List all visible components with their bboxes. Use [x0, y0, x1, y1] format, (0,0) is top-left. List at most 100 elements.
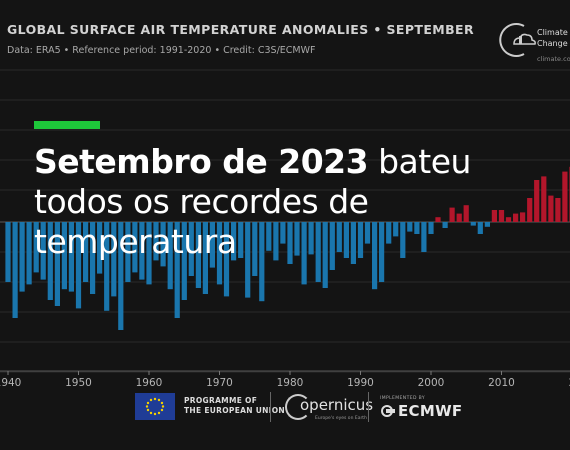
bar-2002 [442, 222, 448, 228]
bar-1945 [40, 222, 46, 280]
chart-grid [0, 69, 570, 373]
bar-1977 [266, 222, 272, 251]
bar-2013 [520, 212, 526, 222]
bar-2018 [555, 198, 561, 222]
headline-bold: Setembro de 2023 [34, 142, 369, 181]
x-tick-label: 1980 [277, 377, 304, 389]
bar-1991 [364, 222, 371, 244]
bar-1949 [68, 222, 74, 292]
bar-1956 [118, 222, 124, 330]
x-tick-label: 2 [569, 377, 570, 389]
footer-divider [368, 392, 369, 422]
ecmwf-logo-icon [381, 405, 395, 417]
bar-1941 [12, 222, 18, 318]
bar-2000 [428, 222, 434, 234]
bar-1973 [238, 222, 244, 258]
eu-label-line2: THE EUROPEAN UNION [184, 406, 286, 415]
bar-1955 [111, 222, 117, 297]
bar-1999 [421, 222, 427, 252]
x-tick-label: 1990 [347, 377, 374, 389]
bar-1951 [83, 222, 89, 282]
bar-1954 [104, 222, 110, 311]
bar-2010 [498, 210, 505, 222]
x-tick-label: 2000 [418, 377, 445, 389]
bar-1994 [386, 222, 392, 244]
bar-1997 [407, 222, 413, 232]
bar-1957 [125, 222, 131, 282]
bar-1995 [393, 222, 399, 237]
bar-1942 [19, 222, 25, 292]
bar-1983 [308, 222, 314, 255]
bar-2001 [435, 217, 441, 222]
chart-x-ticks: 1940 1950 1960 1970 1980 1990 2000 2010 2 [0, 371, 570, 389]
bar-1972 [231, 222, 237, 261]
copernicus-logo-icon [285, 394, 311, 420]
headline-accent-bar [34, 121, 100, 129]
bar-1940 [5, 222, 11, 282]
bar-1986 [329, 222, 335, 270]
bar-1943 [26, 222, 32, 285]
bar-1996 [400, 222, 406, 258]
bar-2011 [505, 217, 512, 222]
x-tick-label: 2010 [488, 377, 515, 389]
copernicus-tagline: Europe's eyes on Earth [315, 416, 367, 421]
x-tick-label: 1970 [206, 377, 233, 389]
bar-1988 [343, 222, 349, 258]
bar-2012 [513, 213, 519, 222]
bar-1971 [223, 222, 230, 297]
c3s-label-line2: Change S [537, 39, 570, 48]
bar-2007 [477, 222, 483, 234]
bar-1968 [202, 222, 208, 294]
bar-2014 [527, 198, 533, 222]
c3s-url: climate.co [537, 55, 570, 63]
eu-programme-label: PROGRAMME OF THE EUROPEAN UNION [184, 396, 285, 416]
bar-1958 [132, 222, 138, 273]
bar-1964 [174, 222, 180, 318]
bar-2003 [449, 207, 455, 222]
bar-1985 [322, 222, 328, 288]
c3s-label-line1: Climate [537, 28, 568, 37]
ecmwf-label: ECMWF [398, 402, 463, 420]
bar-1947 [54, 222, 60, 306]
bar-1984 [315, 222, 321, 282]
bar-1990 [357, 222, 364, 258]
x-tick-label: 1960 [136, 377, 163, 389]
chart-bars [5, 166, 570, 330]
headline-line3: temperatura [34, 222, 237, 261]
bar-2015 [534, 180, 540, 222]
bar-1974 [245, 222, 251, 298]
x-tick-label: 1950 [65, 377, 92, 389]
bar-1965 [181, 222, 187, 300]
bar-1982 [301, 222, 307, 285]
chart-subtitle: Data: ERA5 • Reference period: 1991-2020… [7, 45, 316, 56]
bar-1948 [61, 222, 67, 290]
bar-1952 [90, 222, 96, 294]
bar-1976 [259, 222, 265, 302]
bar-1981 [294, 222, 300, 256]
bar-1970 [216, 222, 223, 285]
x-tick-label: 1940 [0, 377, 21, 389]
bar-2008 [484, 222, 490, 227]
bar-2005 [463, 205, 469, 222]
bar-1987 [336, 222, 342, 252]
c3s-logo-icon [499, 23, 536, 57]
bar-2019 [562, 171, 568, 222]
bar-1950 [75, 222, 82, 309]
headline-line2: todos os recordes de [34, 182, 369, 221]
bar-1993 [379, 222, 385, 282]
bar-1980 [287, 222, 293, 264]
bar-1969 [209, 222, 215, 268]
bar-1959 [139, 222, 145, 280]
footer-divider [270, 392, 271, 422]
bar-1944 [33, 222, 39, 273]
bar-1978 [273, 222, 279, 261]
chart-title: GLOBAL SURFACE AIR TEMPERATURE ANOMALIES… [7, 22, 474, 37]
bar-2009 [491, 210, 497, 222]
bar-1989 [350, 222, 356, 264]
bar-1975 [252, 222, 258, 276]
headline: Setembro de 2023 bateu todos os recordes… [34, 142, 534, 262]
bar-1961 [153, 222, 159, 261]
bar-1946 [47, 222, 53, 300]
bar-1962 [160, 222, 166, 267]
